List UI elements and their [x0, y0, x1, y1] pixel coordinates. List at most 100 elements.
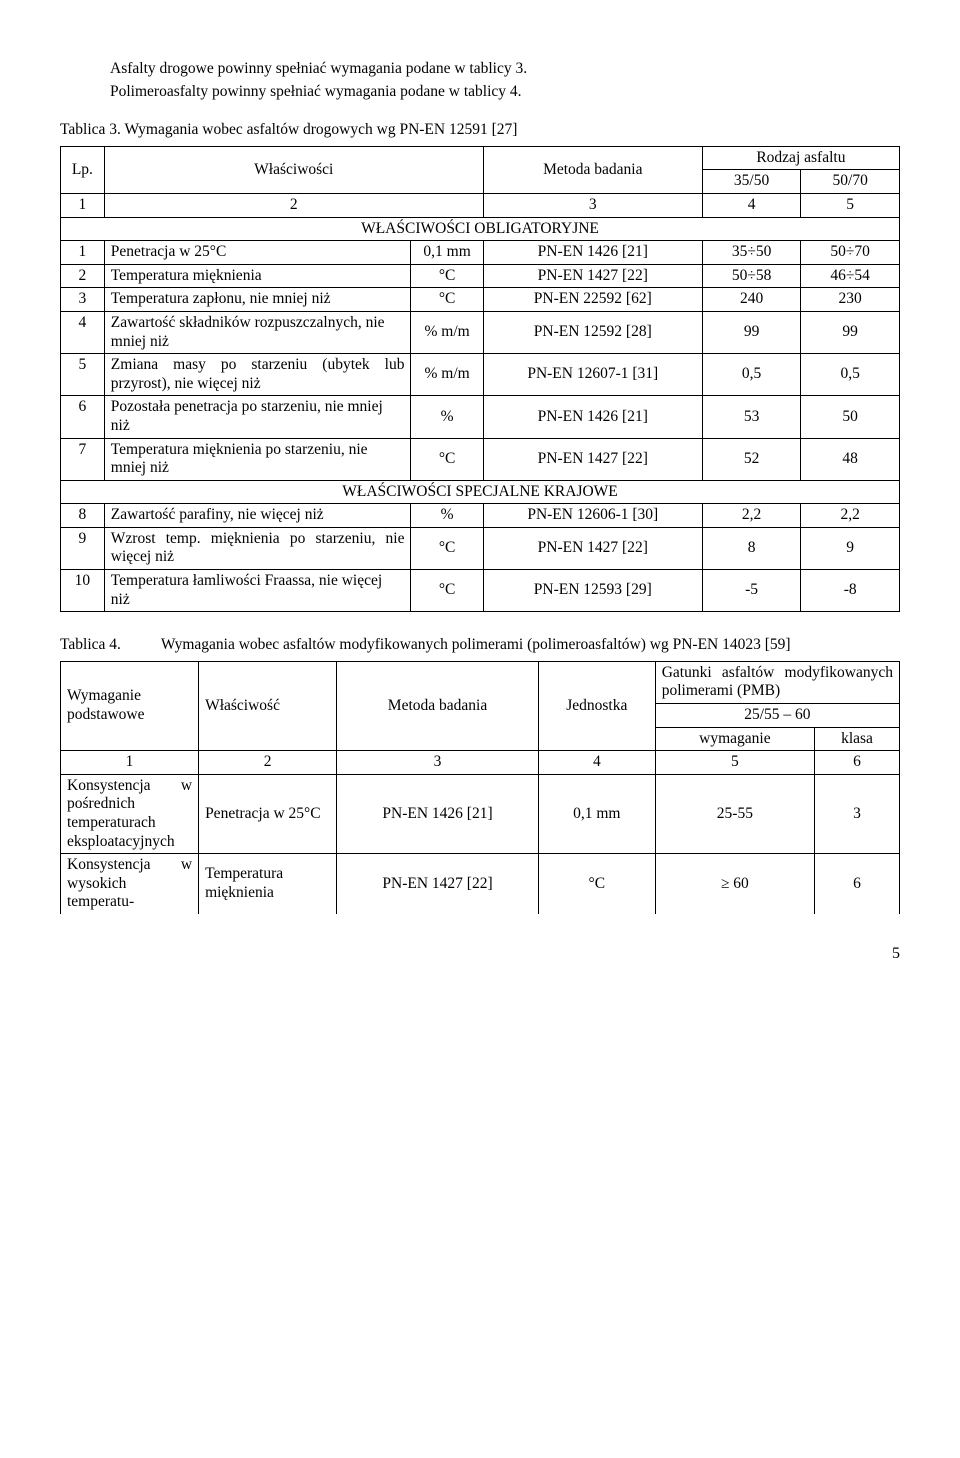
t4-h-unit: Jednostka [538, 661, 655, 750]
t3-r1-v2: 50÷70 [801, 241, 900, 265]
t3-r7-v2: 48 [801, 438, 900, 480]
t4-h-2555: 25/55 – 60 [655, 704, 899, 728]
page-number: 5 [60, 944, 900, 963]
t3-r7-method: PN-EN 1427 [22] [483, 438, 702, 480]
t4-r2-wym: ≥ 60 [655, 854, 814, 914]
t3-r2-v1: 50÷58 [702, 264, 801, 288]
t3-r6-v2: 50 [801, 396, 900, 438]
table-row: 9 Wzrost temp. mięknienia po starzeniu, … [61, 527, 900, 569]
t3-r7-n: 7 [61, 438, 105, 480]
t3-r3-v1: 240 [702, 288, 801, 312]
t3-r7-prop: Temperatura mięknienia po starzeniu, nie… [104, 438, 411, 480]
t3-r9-v2: 9 [801, 527, 900, 569]
t4-r1-unit: 0,1 mm [538, 774, 655, 853]
t3-r10-v2: -8 [801, 570, 900, 612]
t3-h-lp: Lp. [61, 146, 105, 193]
t3-r1-method: PN-EN 1426 [21] [483, 241, 702, 265]
t3-h-kind: Rodzaj asfaltu [702, 146, 899, 170]
intro-line-1: Asfalty drogowe powinny spełniać wymagan… [60, 60, 900, 79]
t4-h-req: Wymaganie podstawowe [61, 661, 199, 750]
t4-coln-6: 6 [815, 751, 900, 775]
t3-h-method: Metoda badania [483, 146, 702, 193]
t3-r6-prop: Pozostała penetracja po starzeniu, nie m… [104, 396, 411, 438]
t3-r5-prop: Zmiana masy po starzeniu (ubytek lub prz… [104, 354, 411, 396]
t4-h-prop: Właściwość [199, 661, 337, 750]
table-row: 7 Temperatura mięknienia po starzeniu, n… [61, 438, 900, 480]
t4-r1-req: Konsystencja w pośrednich temperaturach … [61, 774, 199, 853]
t4-coln-2: 2 [199, 751, 337, 775]
t4-r2-req: Konsystencja w wysokich temperatu- [61, 854, 199, 914]
t4-r2-unit: °C [538, 854, 655, 914]
t4-coln-3: 3 [337, 751, 539, 775]
t3-r2-method: PN-EN 1427 [22] [483, 264, 702, 288]
t3-r9-prop: Wzrost temp. mięknienia po starzeniu, ni… [104, 527, 411, 569]
t3-r1-unit: 0,1 mm [411, 241, 483, 265]
t3-h-5070: 50/70 [801, 170, 900, 194]
t3-h-3550: 35/50 [702, 170, 801, 194]
intro-line-2: Polimeroasfalty powinny spełniać wymagan… [60, 83, 900, 102]
t4-r1-method: PN-EN 1426 [21] [337, 774, 539, 853]
table-row: 8 Zawartość parafiny, nie więcej niż % P… [61, 504, 900, 528]
t4-r1-prop: Penetracja w 25°C [199, 774, 337, 853]
t3-r2-v2: 46÷54 [801, 264, 900, 288]
table4-caption: Tablica 4. Wymagania wobec asfaltów mody… [60, 636, 900, 655]
t3-r8-unit: % [411, 504, 483, 528]
t3-r10-method: PN-EN 12593 [29] [483, 570, 702, 612]
t4-h-kinds: Gatunki asfaltów modyfikowanych polimera… [655, 661, 899, 703]
table-row: 1 Penetracja w 25°C 0,1 mm PN-EN 1426 [2… [61, 241, 900, 265]
table-row: 2 Temperatura mięknienia °C PN-EN 1427 [… [61, 264, 900, 288]
t3-r9-n: 9 [61, 527, 105, 569]
t4-r1-wym: 25-55 [655, 774, 814, 853]
t3-r10-v1: -5 [702, 570, 801, 612]
t3-r1-prop: Penetracja w 25°C [104, 241, 411, 265]
t3-r8-method: PN-EN 12606-1 [30] [483, 504, 702, 528]
t3-r3-v2: 230 [801, 288, 900, 312]
t3-r2-n: 2 [61, 264, 105, 288]
t3-r1-n: 1 [61, 241, 105, 265]
t3-coln-2: 2 [104, 193, 483, 217]
table-row: 10 Temperatura łamliwości Fraassa, nie w… [61, 570, 900, 612]
t3-coln-3: 3 [483, 193, 702, 217]
t3-r2-unit: °C [411, 264, 483, 288]
t3-r9-v1: 8 [702, 527, 801, 569]
table4-caption-text: Wymagania wobec asfaltów modyfikowanych … [161, 636, 791, 655]
t4-h-wym: wymaganie [655, 727, 814, 751]
t3-r3-prop: Temperatura zapłonu, nie mniej niż [104, 288, 411, 312]
t3-r3-method: PN-EN 22592 [62] [483, 288, 702, 312]
t3-r2-prop: Temperatura mięknienia [104, 264, 411, 288]
t3-r6-method: PN-EN 1426 [21] [483, 396, 702, 438]
t3-h-prop: Właściwości [104, 146, 483, 193]
table-row: Konsystencja w wysokich temperatu- Tempe… [61, 854, 900, 914]
table-row: 4 Zawartość składników rozpuszczalnych, … [61, 311, 900, 353]
t3-r4-prop: Zawartość składników rozpuszczalnych, ni… [104, 311, 411, 353]
t3-r10-unit: °C [411, 570, 483, 612]
t3-r6-v1: 53 [702, 396, 801, 438]
t4-h-klasa: klasa [815, 727, 900, 751]
t4-r2-klasa: 6 [815, 854, 900, 914]
t3-r8-prop: Zawartość parafiny, nie więcej niż [104, 504, 411, 528]
t3-r5-n: 5 [61, 354, 105, 396]
table-row: 6 Pozostała penetracja po starzeniu, nie… [61, 396, 900, 438]
table-row: 5 Zmiana masy po starzeniu (ubytek lub p… [61, 354, 900, 396]
t3-r7-unit: °C [411, 438, 483, 480]
t3-r9-method: PN-EN 1427 [22] [483, 527, 702, 569]
t4-r1-klasa: 3 [815, 774, 900, 853]
t3-r4-v1: 99 [702, 311, 801, 353]
table-row: 3 Temperatura zapłonu, nie mniej niż °C … [61, 288, 900, 312]
table3: Lp. Właściwości Metoda badania Rodzaj as… [60, 146, 900, 612]
table-row: Konsystencja w pośrednich temperaturach … [61, 774, 900, 853]
t3-sect1: WŁAŚCIWOŚCI OBLIGATORYJNE [61, 217, 900, 241]
t3-coln-1: 1 [61, 193, 105, 217]
t3-r3-n: 3 [61, 288, 105, 312]
t3-r1-v1: 35÷50 [702, 241, 801, 265]
t3-r4-method: PN-EN 12592 [28] [483, 311, 702, 353]
t4-r2-prop: Temperatura mięknienia [199, 854, 337, 914]
t3-r5-v1: 0,5 [702, 354, 801, 396]
t3-r4-unit: % m/m [411, 311, 483, 353]
t3-r8-n: 8 [61, 504, 105, 528]
t3-r4-n: 4 [61, 311, 105, 353]
t3-r9-unit: °C [411, 527, 483, 569]
t3-r5-v2: 0,5 [801, 354, 900, 396]
t4-coln-5: 5 [655, 751, 814, 775]
table4-caption-label: Tablica 4. [60, 636, 121, 655]
